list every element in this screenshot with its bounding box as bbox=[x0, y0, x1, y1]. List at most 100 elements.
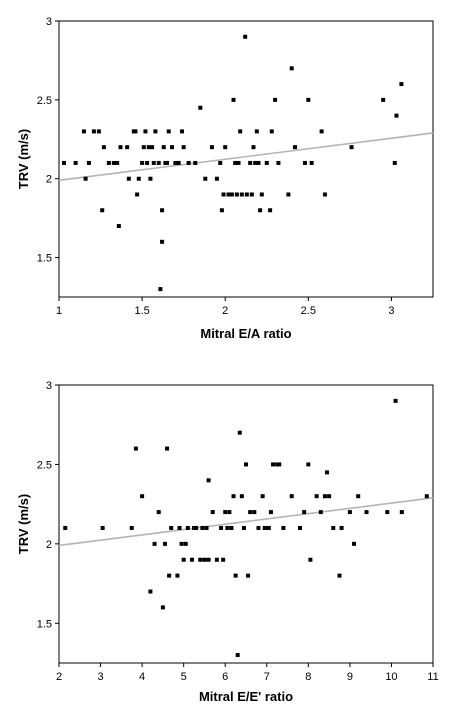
data-point bbox=[193, 160, 198, 165]
data-point bbox=[236, 160, 241, 165]
data-point bbox=[143, 129, 148, 134]
data-point bbox=[276, 160, 281, 165]
data-point bbox=[339, 525, 344, 530]
data-point bbox=[186, 160, 191, 165]
x-tick-label: 3 bbox=[388, 305, 394, 317]
data-point bbox=[219, 208, 224, 213]
data-point bbox=[106, 160, 111, 165]
data-point bbox=[223, 145, 228, 150]
data-point bbox=[73, 160, 78, 165]
y-axis-title: TRV (m/s) bbox=[16, 129, 31, 189]
x-tick-label: 7 bbox=[264, 671, 270, 683]
data-point bbox=[243, 34, 248, 39]
data-point bbox=[309, 160, 314, 165]
data-point bbox=[331, 525, 336, 530]
data-point bbox=[160, 605, 165, 610]
data-point bbox=[248, 510, 253, 515]
data-point bbox=[192, 525, 197, 530]
data-point bbox=[308, 557, 313, 562]
plot-frame bbox=[58, 384, 434, 664]
data-point bbox=[235, 653, 240, 658]
data-point bbox=[156, 160, 161, 165]
data-point bbox=[133, 129, 138, 134]
data-point bbox=[253, 160, 258, 165]
data-point bbox=[150, 145, 155, 150]
data-point bbox=[289, 66, 294, 71]
y-tick-label: 2.5 bbox=[37, 95, 52, 107]
y-tick-label: 2.5 bbox=[37, 459, 52, 471]
data-point bbox=[145, 160, 150, 165]
data-point bbox=[156, 510, 161, 515]
data-point bbox=[254, 129, 259, 134]
data-point bbox=[356, 494, 361, 499]
data-point bbox=[226, 192, 231, 197]
data-point bbox=[266, 525, 271, 530]
data-point bbox=[160, 239, 165, 244]
data-point bbox=[100, 525, 105, 530]
data-point bbox=[259, 192, 264, 197]
x-tick-label: 6 bbox=[222, 671, 228, 683]
data-point bbox=[203, 176, 208, 181]
x-tick-label: 1.5 bbox=[134, 305, 149, 317]
data-point bbox=[83, 176, 88, 181]
x-axis-title: Mitral E/A ratio bbox=[200, 326, 291, 341]
data-point bbox=[229, 192, 234, 197]
data-point bbox=[306, 462, 311, 467]
data-point bbox=[234, 192, 239, 197]
x-tick-label: 5 bbox=[181, 671, 187, 683]
data-point bbox=[223, 510, 228, 515]
data-point bbox=[264, 160, 269, 165]
data-point bbox=[200, 525, 205, 530]
data-point bbox=[241, 525, 246, 530]
scatter-plot-ee: 2 3 4 5 6 7 8 9 10 11 1.5 2 2.5 3 Mitral E/E' ratio TRV… bbox=[16, 380, 439, 704]
data-point bbox=[181, 557, 186, 562]
data-point bbox=[277, 462, 282, 467]
data-point bbox=[202, 557, 207, 562]
data-point bbox=[275, 462, 280, 467]
data-point bbox=[233, 160, 238, 165]
data-point bbox=[198, 105, 203, 110]
data-point bbox=[237, 430, 242, 435]
data-point bbox=[352, 541, 357, 546]
data-point bbox=[256, 160, 261, 165]
data-point bbox=[244, 192, 249, 197]
data-point bbox=[260, 494, 265, 499]
data-point bbox=[244, 462, 248, 467]
data-point bbox=[152, 541, 157, 546]
data-point bbox=[96, 129, 101, 134]
data-point bbox=[322, 192, 327, 197]
data-point bbox=[135, 192, 140, 197]
data-point bbox=[179, 541, 184, 546]
x-tick-label: 9 bbox=[347, 671, 353, 683]
data-point bbox=[170, 145, 175, 150]
data-point bbox=[381, 97, 386, 102]
data-point bbox=[273, 97, 278, 102]
data-point bbox=[293, 145, 298, 150]
data-point bbox=[91, 129, 96, 134]
data-point bbox=[160, 208, 165, 213]
data-point bbox=[238, 129, 243, 134]
data-point bbox=[181, 145, 186, 150]
x-tick-label: 3 bbox=[97, 671, 103, 683]
data-point bbox=[210, 510, 215, 515]
plot-frame bbox=[58, 20, 434, 298]
x-tick-label: 2 bbox=[56, 671, 62, 683]
data-point bbox=[239, 494, 244, 499]
data-point bbox=[227, 510, 232, 515]
data-point bbox=[219, 525, 224, 530]
y-tick-label: 3 bbox=[46, 380, 52, 392]
data-point bbox=[385, 510, 390, 515]
data-point bbox=[258, 208, 263, 213]
data-point bbox=[133, 446, 138, 451]
data-point bbox=[148, 176, 153, 181]
data-point bbox=[118, 145, 123, 150]
data-point bbox=[176, 160, 181, 165]
data-point bbox=[146, 145, 151, 150]
data-point bbox=[136, 176, 141, 181]
data-point bbox=[126, 176, 131, 181]
data-point bbox=[167, 573, 172, 578]
data-point bbox=[322, 494, 327, 499]
data-point bbox=[175, 573, 180, 578]
data-point bbox=[204, 525, 209, 530]
